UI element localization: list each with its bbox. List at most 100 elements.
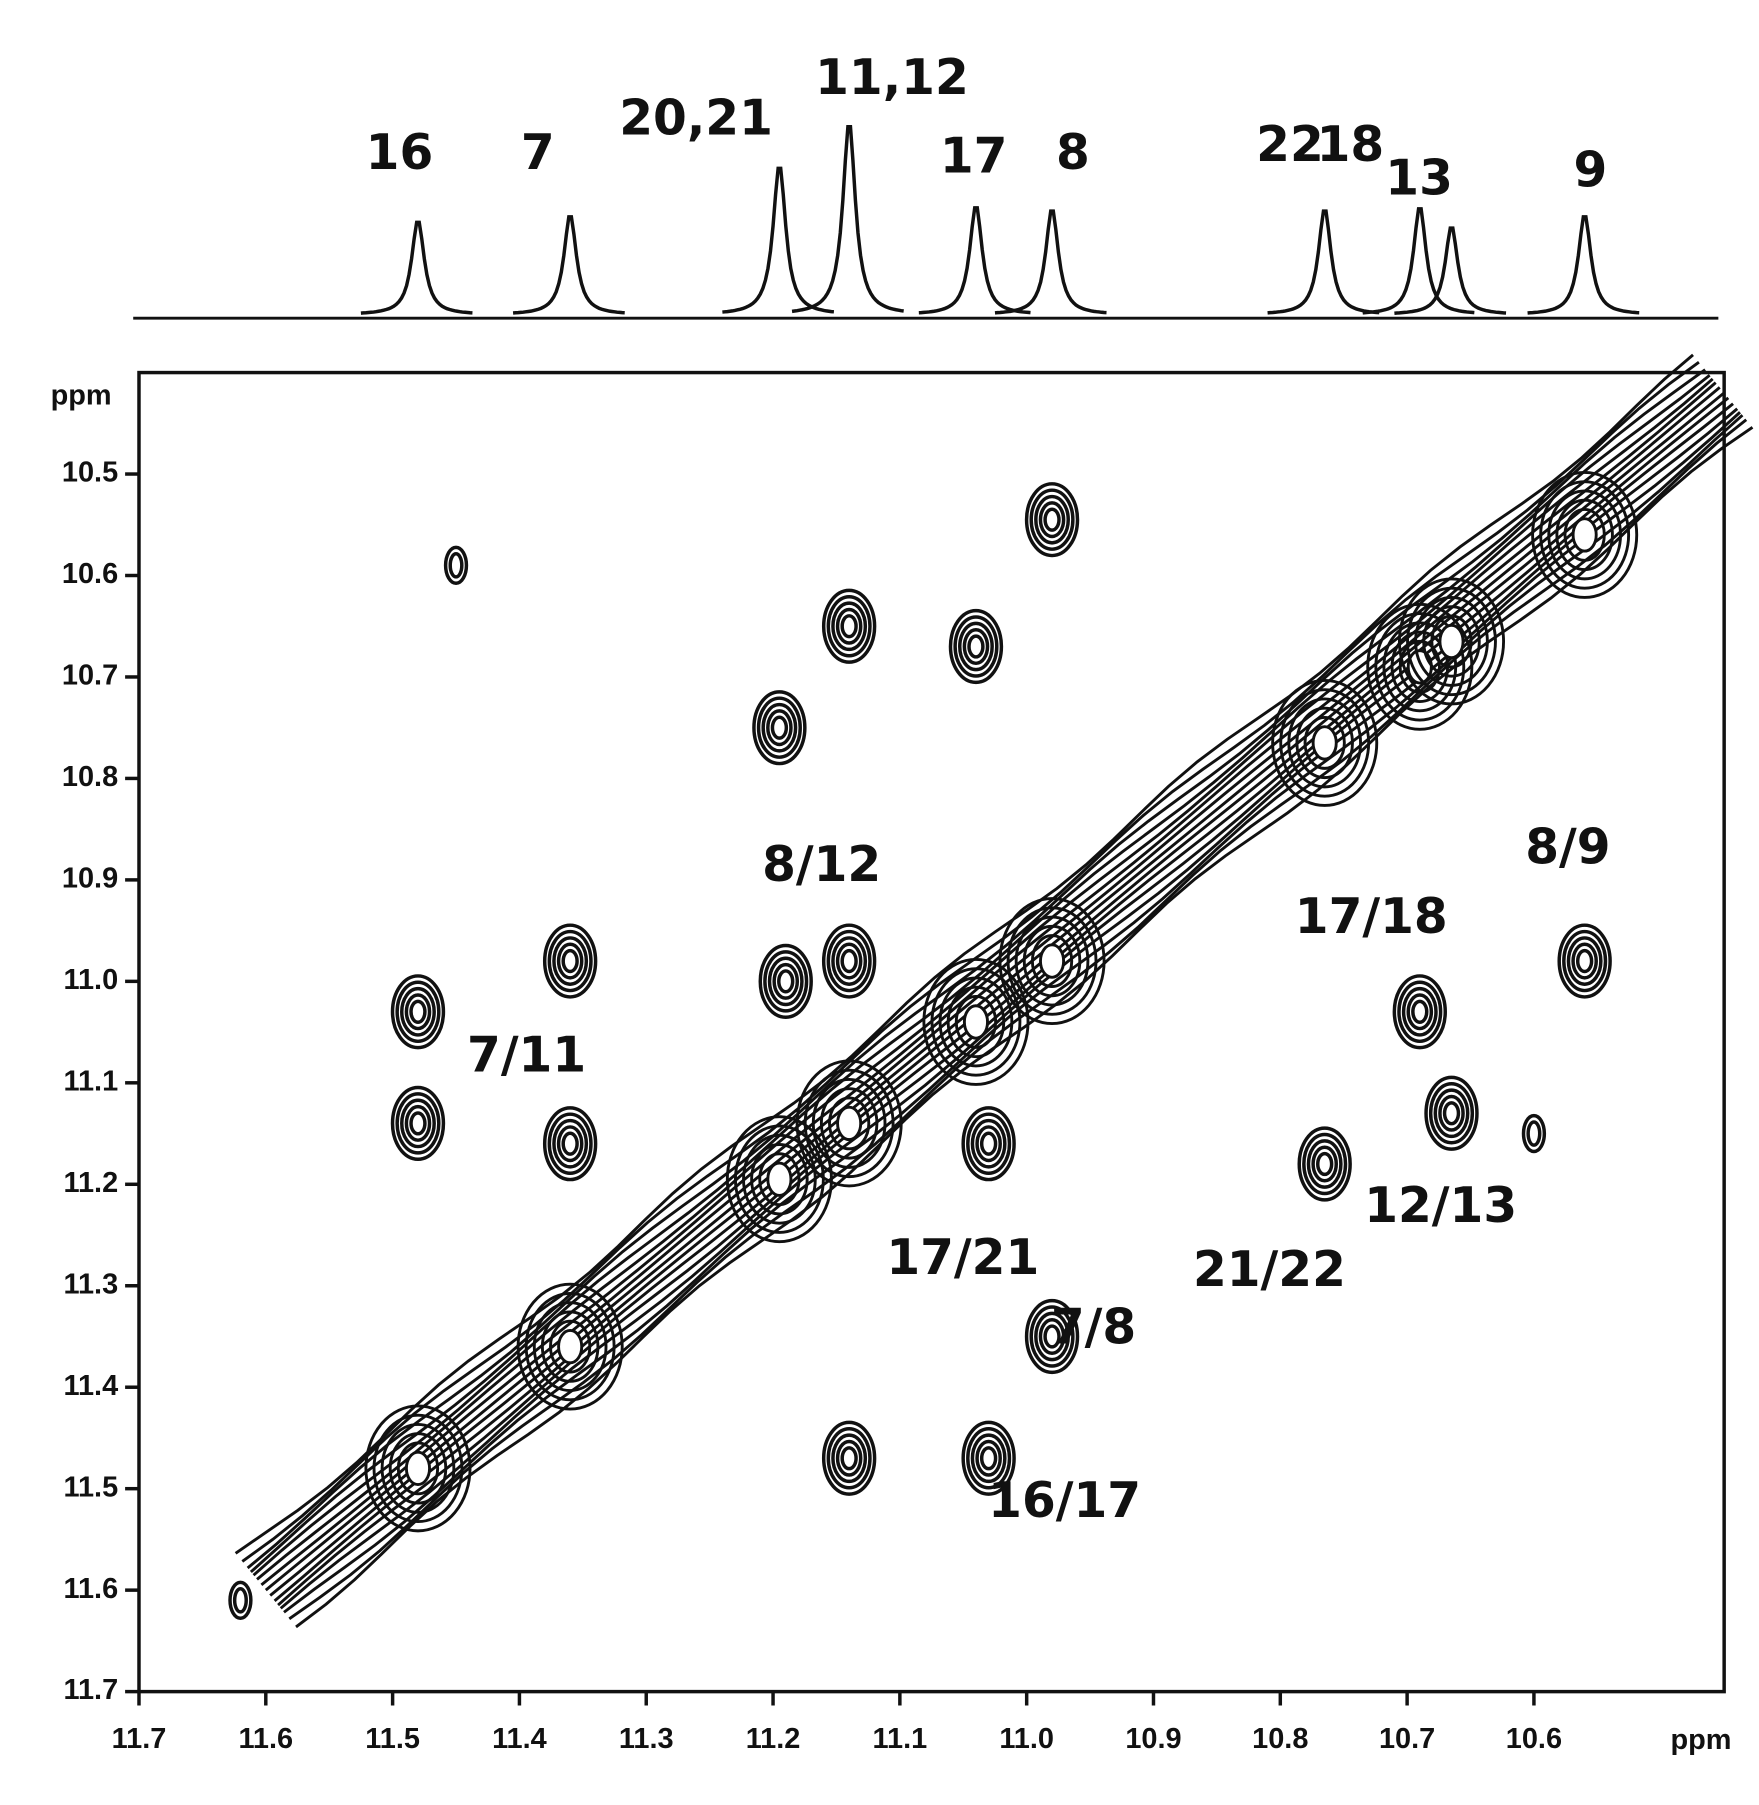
contour bbox=[821, 923, 877, 999]
x-tick-label: 11.3 bbox=[619, 1723, 674, 1755]
diagonal-peak bbox=[516, 1282, 624, 1411]
peak-label: 9 bbox=[1574, 143, 1608, 199]
contour bbox=[840, 614, 858, 639]
diagonal-contour bbox=[264, 391, 1726, 1592]
contour bbox=[840, 948, 858, 974]
contour bbox=[557, 1328, 584, 1365]
contour bbox=[409, 1111, 427, 1136]
cross-peak-label: 17/18 bbox=[1295, 889, 1448, 945]
contour bbox=[547, 1112, 593, 1175]
diagonal-peak bbox=[922, 958, 1030, 1086]
cross-peak bbox=[1024, 482, 1080, 558]
peak-label: 16 bbox=[366, 125, 434, 181]
diagonal-peak bbox=[1271, 678, 1379, 807]
contour bbox=[1557, 923, 1612, 999]
cross-peak-label: 21/22 bbox=[1193, 1242, 1346, 1298]
contour bbox=[1039, 943, 1066, 979]
diagonal-contour bbox=[252, 377, 1714, 1577]
cross-peak bbox=[948, 608, 1004, 685]
cross-peak bbox=[1521, 1113, 1547, 1154]
diagonal-peak bbox=[998, 897, 1106, 1025]
contour bbox=[958, 621, 994, 672]
contour bbox=[1521, 1113, 1547, 1154]
contour bbox=[1311, 1145, 1338, 1183]
contour bbox=[1442, 1101, 1461, 1126]
contour bbox=[1043, 507, 1061, 532]
diagonal-peak bbox=[795, 1059, 903, 1188]
cross-peak bbox=[758, 943, 813, 1019]
contour bbox=[1424, 1075, 1479, 1151]
contour bbox=[1034, 1311, 1070, 1362]
y-axis-label: ppm bbox=[51, 380, 112, 412]
cross-peak bbox=[1297, 1126, 1352, 1202]
x-tick-label: 11.4 bbox=[492, 1723, 547, 1755]
contour bbox=[811, 1077, 887, 1169]
x-tick-label: 11.7 bbox=[112, 1723, 167, 1755]
contour bbox=[1311, 725, 1338, 761]
contour bbox=[1406, 586, 1497, 697]
contour bbox=[1014, 915, 1090, 1007]
x-axis-label: ppm bbox=[1670, 1724, 1731, 1756]
contour bbox=[1539, 480, 1631, 590]
contour bbox=[409, 999, 427, 1024]
spectrum-peak bbox=[1527, 215, 1640, 315]
cross-peak bbox=[961, 1420, 1016, 1496]
contour bbox=[803, 1068, 895, 1179]
contour bbox=[1022, 924, 1082, 998]
contour bbox=[1295, 706, 1354, 780]
contour bbox=[1571, 517, 1598, 553]
contour bbox=[1566, 936, 1603, 986]
contour bbox=[826, 1427, 872, 1490]
contour bbox=[835, 607, 863, 645]
contour bbox=[1433, 1088, 1470, 1139]
cross-peak bbox=[821, 588, 877, 664]
cross-peak-label: 8/12 bbox=[762, 837, 881, 893]
peak-label: 22 bbox=[1256, 117, 1324, 173]
spectrum-peak bbox=[1362, 207, 1475, 315]
contour bbox=[547, 929, 593, 993]
contour bbox=[1038, 501, 1066, 539]
contour bbox=[1297, 1126, 1352, 1202]
x-tick-label: 10.8 bbox=[1252, 1723, 1308, 1755]
diagonal-peak bbox=[1531, 470, 1639, 599]
spectrum-peak bbox=[1394, 226, 1507, 315]
cross-peak bbox=[542, 923, 598, 999]
contour bbox=[1038, 1317, 1066, 1355]
contour bbox=[961, 1106, 1016, 1182]
contour bbox=[1438, 623, 1465, 660]
contour bbox=[1531, 470, 1639, 599]
contour bbox=[380, 1422, 456, 1514]
cross-peak bbox=[821, 923, 877, 999]
x-tick-label: 11.6 bbox=[238, 1723, 293, 1755]
contour bbox=[448, 552, 464, 579]
contour bbox=[831, 1433, 868, 1484]
cross-peak bbox=[390, 1085, 446, 1162]
contour bbox=[1397, 577, 1506, 706]
contour bbox=[556, 942, 584, 980]
contour bbox=[821, 588, 877, 664]
cross-peak bbox=[752, 690, 807, 766]
y-tick-label: 10.7 bbox=[62, 660, 118, 692]
cross-peak bbox=[1392, 974, 1447, 1050]
diagonal-contour bbox=[273, 402, 1734, 1602]
contour bbox=[1422, 605, 1481, 678]
contour bbox=[954, 995, 998, 1049]
contour bbox=[819, 1087, 879, 1160]
peak-label: 20,21 bbox=[619, 90, 773, 146]
diagonal-peak bbox=[725, 1115, 833, 1244]
y-tick-label: 10.6 bbox=[62, 558, 118, 590]
contour bbox=[552, 1118, 589, 1169]
contour bbox=[795, 1059, 903, 1188]
contour bbox=[395, 1092, 441, 1155]
x-tick-label: 11.2 bbox=[746, 1723, 801, 1755]
cross-peak-label: 7/11 bbox=[467, 1028, 586, 1084]
contour bbox=[962, 1004, 989, 1040]
contour bbox=[1526, 1120, 1542, 1147]
contour bbox=[388, 1432, 448, 1505]
contour bbox=[1555, 498, 1614, 572]
contour bbox=[962, 628, 990, 666]
y-tick-label: 10.8 bbox=[62, 761, 118, 793]
diagonal-contour bbox=[234, 353, 1694, 1555]
contour bbox=[752, 690, 807, 766]
